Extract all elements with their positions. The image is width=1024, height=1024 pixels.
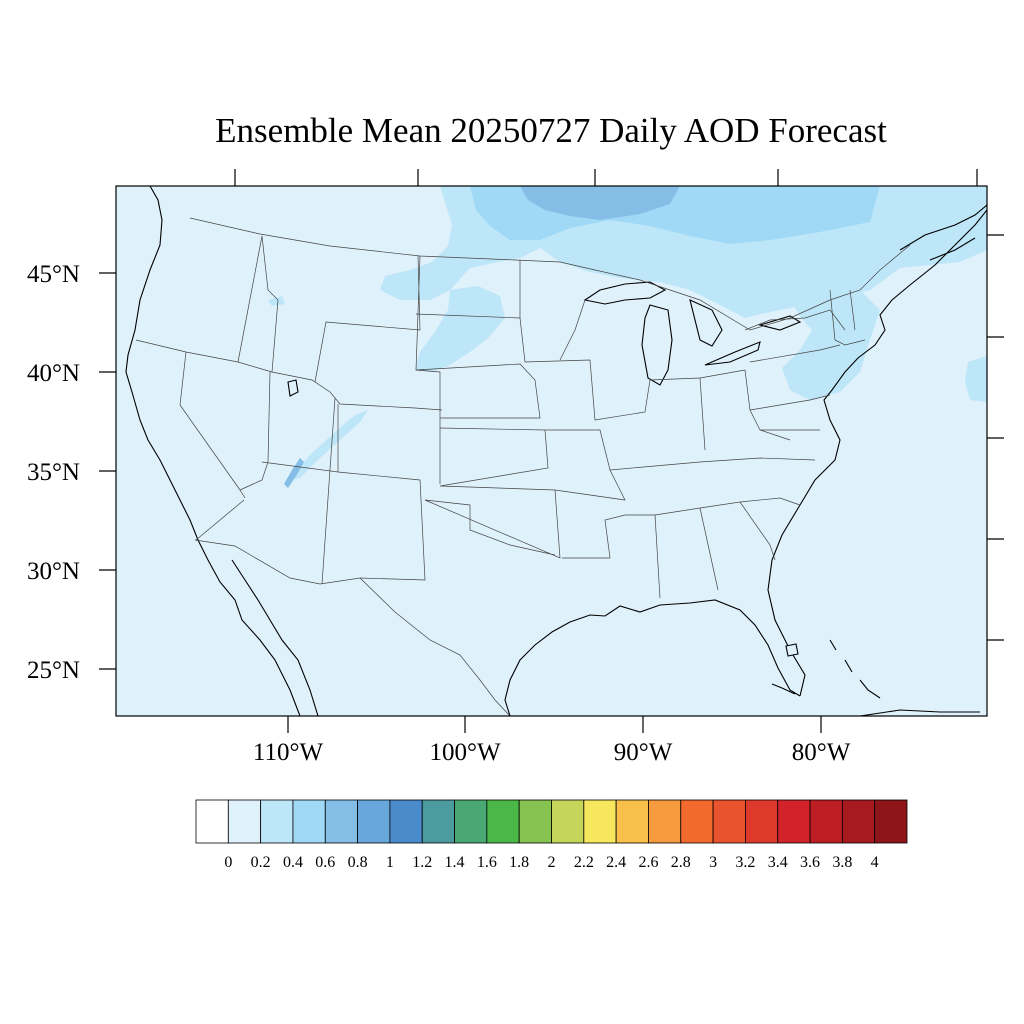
colorbar-label: 2.4	[606, 854, 626, 871]
colorbar-swatch	[809, 799, 843, 844]
gulf-coast	[504, 599, 801, 716]
colorbar-label: 2.8	[671, 854, 691, 871]
latitude-labels: 45°N 40°N 35°N 30°N 25°N	[27, 261, 80, 684]
colorbar-label: 4	[871, 854, 879, 871]
coastlines	[125, 186, 987, 716]
lat-label-45: 45°N	[27, 261, 80, 288]
colorbar-label: 0.4	[283, 854, 303, 871]
aod-fill-0.8-canada-peak	[520, 186, 680, 220]
colorbar-label: 1.8	[509, 854, 529, 871]
map-panel	[116, 186, 987, 716]
colorbar-label: 3.2	[735, 854, 755, 871]
colorbar-swatch	[486, 799, 520, 844]
gulf-of-california	[231, 559, 319, 716]
aod-fill-0.4-plains-plume	[415, 286, 505, 372]
colorbar-label: 2.6	[638, 854, 658, 871]
lake-huron	[689, 299, 723, 347]
aod-fill-0.6-utah-arizona-plume	[284, 458, 304, 488]
colorbar-label: 3.8	[832, 854, 852, 871]
atlantic-coast	[767, 209, 987, 697]
colorbar-swatch	[357, 799, 391, 844]
colorbar-label: 3.4	[768, 854, 788, 871]
lake-erie	[704, 341, 761, 366]
colorbar-swatch	[745, 799, 779, 844]
lat-label-25: 25°N	[27, 657, 80, 684]
colorbar-swatch	[615, 799, 649, 844]
colorbar-swatch	[841, 799, 876, 844]
lon-label-90: 90°W	[614, 739, 673, 766]
state-boundaries	[135, 217, 911, 716]
colorbar-swatch	[421, 799, 455, 844]
bahamas	[829, 639, 881, 699]
pacific-coast	[125, 186, 301, 716]
colorbar-label: 1	[386, 854, 394, 871]
colorbar-label: 0	[224, 854, 232, 871]
colorbar-label: 2	[548, 854, 556, 871]
colorbar-label: 3.6	[800, 854, 820, 871]
aod-contour-fills	[268, 186, 987, 488]
lake-michigan	[641, 304, 673, 386]
colorbar-label: 3	[709, 854, 717, 871]
colorbar-label: 0.6	[315, 854, 335, 871]
aod-fill-0.4-atlantic-patch	[965, 356, 987, 402]
colorbar-swatch	[292, 799, 326, 844]
cuba-coast	[859, 709, 980, 716]
colorbar-swatch	[518, 799, 552, 844]
west-states	[135, 235, 521, 585]
us-mexico-border	[194, 539, 511, 716]
longitude-labels: 110°W 100°W 90°W 80°W	[253, 739, 851, 766]
us-canada-border	[189, 217, 911, 331]
map-frame	[115, 185, 988, 717]
colorbar-label: 1.6	[477, 854, 497, 871]
colorbar-label: 1.2	[412, 854, 432, 871]
colorbar-swatch	[324, 799, 358, 844]
colorbar-swatch	[583, 799, 617, 844]
colorbar-swatch	[874, 799, 908, 844]
lon-label-100: 100°W	[429, 739, 500, 766]
eastern-states	[609, 289, 866, 599]
great-salt-lake	[287, 379, 299, 397]
colorbar-label: 0.8	[348, 854, 368, 871]
colorbar-swatch	[777, 799, 811, 844]
lon-label-80: 80°W	[792, 739, 851, 766]
colorbar-label: 2.2	[574, 854, 594, 871]
colorbar-swatch	[680, 799, 714, 844]
colorbar-swatch	[195, 799, 229, 844]
figure-title: Ensemble Mean 20250727 Daily AOD Forecas…	[215, 111, 887, 150]
florida-keys	[771, 683, 796, 695]
colorbar-swatch	[227, 799, 262, 844]
colorbar-swatch	[648, 799, 682, 844]
lake-ontario	[757, 315, 802, 331]
lat-label-30: 30°N	[27, 558, 80, 585]
lat-label-35: 35°N	[27, 459, 80, 486]
great-lakes-outline	[583, 281, 667, 305]
colorbar-swatch	[551, 799, 585, 844]
lake-okeechobee	[785, 643, 799, 657]
colorbar-swatch	[712, 799, 746, 844]
colorbar-swatch	[389, 799, 423, 844]
lon-label-110: 110°W	[253, 739, 324, 766]
colorbar-swatch	[260, 799, 294, 844]
colorbar-label: 1.4	[445, 854, 465, 871]
lat-label-40: 40°N	[27, 360, 80, 387]
colorbar: 0 0.2 0.4 0.6 0.8 1 1.2 1.4 1.6 1.8 2 2.2 2.4 2.6 2.8 3…	[195, 799, 908, 871]
canada-maritimes	[899, 204, 987, 261]
colorbar-label: 0.2	[251, 854, 271, 871]
aod-fill-0.4-idaho-spot	[268, 296, 285, 306]
map-ticks	[99, 169, 1004, 733]
colorbar-swatch	[454, 799, 488, 844]
aod-fill-0.4-southwest-plume	[290, 410, 368, 480]
